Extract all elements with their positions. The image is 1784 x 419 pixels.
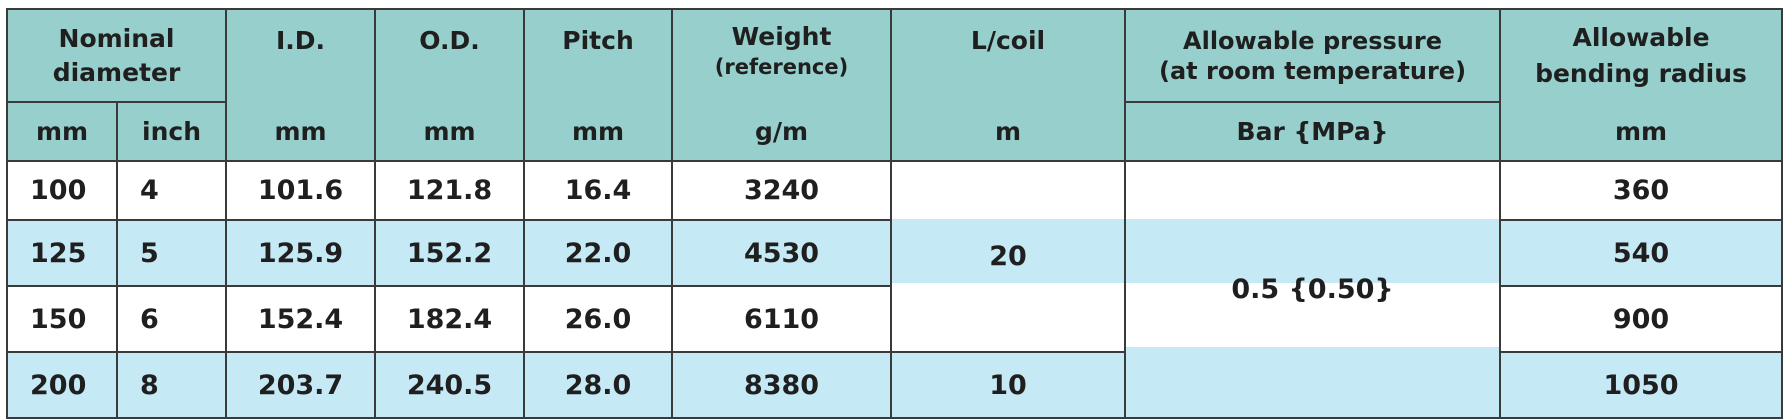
cell: 3240 xyxy=(671,160,893,221)
cell: 125 xyxy=(6,219,118,287)
cell: 152.2 xyxy=(374,219,526,287)
header-cell: Weight (reference) xyxy=(671,8,893,102)
cell: 20 xyxy=(890,160,1127,353)
unit-cell: mm xyxy=(374,102,526,162)
cell: 100 xyxy=(6,160,118,221)
unit-cell: g/m xyxy=(671,102,893,162)
header-text: Allowable pressure xyxy=(1183,26,1442,55)
unit-cell: mm xyxy=(523,102,674,162)
header-cell: I.D. xyxy=(225,8,377,102)
unit-cell: Bar {MPa} xyxy=(1124,101,1502,162)
cell: 16.4 xyxy=(523,160,674,221)
header-cell: Allowable pressure (at room temperature) xyxy=(1124,8,1502,103)
cell: 121.8 xyxy=(374,160,526,221)
cell: 101.6 xyxy=(225,160,377,221)
header-note: (at room temperature) xyxy=(1158,56,1467,85)
cell: 152.4 xyxy=(225,285,377,353)
unit-cell: mm xyxy=(1499,102,1784,162)
header-cell: O.D. xyxy=(374,8,526,102)
data-row: 100 4 101.6 121.8 16.4 3240 20 0.5 {0.50… xyxy=(6,160,1784,419)
unit-cell: m xyxy=(890,102,1127,162)
unit-cell: inch xyxy=(115,101,228,162)
header-cell: L/coil xyxy=(890,8,1127,102)
cell: 1050 xyxy=(1499,351,1784,419)
header-cell: Allowable bending radius xyxy=(1499,8,1784,102)
unit-cell: mm xyxy=(6,101,118,162)
spec-table: Nominal diameter I.D. O.D. Pitch Weight (… xyxy=(5,8,1784,419)
cell: 22.0 xyxy=(523,219,674,287)
cell: 28.0 xyxy=(523,351,674,419)
cell: 5 xyxy=(115,219,228,287)
header-note: (reference) xyxy=(714,55,849,79)
cell: 8 xyxy=(115,351,228,419)
cell: 4 xyxy=(115,160,228,221)
cell: 4530 xyxy=(671,219,893,287)
cell: 150 xyxy=(6,285,118,353)
cell: 8380 xyxy=(671,351,893,419)
cell: 6110 xyxy=(671,285,893,353)
cell: 200 xyxy=(6,351,118,419)
cell: 125.9 xyxy=(225,219,377,287)
header-text: Weight xyxy=(731,22,832,51)
cell: 360 xyxy=(1499,160,1784,221)
data-row: 200 8 203.7 240.5 28.0 8380 10 1050 xyxy=(6,351,1784,419)
unit-cell: mm xyxy=(225,102,377,162)
cell: 10 xyxy=(890,351,1127,419)
cell: 900 xyxy=(1499,285,1784,353)
cell: 182.4 xyxy=(374,285,526,353)
cell: 540 xyxy=(1499,219,1784,287)
cell: 26.0 xyxy=(523,285,674,353)
unit-row: mm inch mm mm mm g/m m Bar {MPa} mm xyxy=(6,101,1784,162)
cell: 6 xyxy=(115,285,228,353)
cell: 240.5 xyxy=(374,351,526,419)
cell: 0.5 {0.50} xyxy=(1124,160,1502,419)
header-cell: Pitch xyxy=(523,8,674,102)
cell: 203.7 xyxy=(225,351,377,419)
header-cell: Nominal diameter xyxy=(5,8,228,103)
header-row: Nominal diameter I.D. O.D. Pitch Weight (… xyxy=(5,8,1784,103)
